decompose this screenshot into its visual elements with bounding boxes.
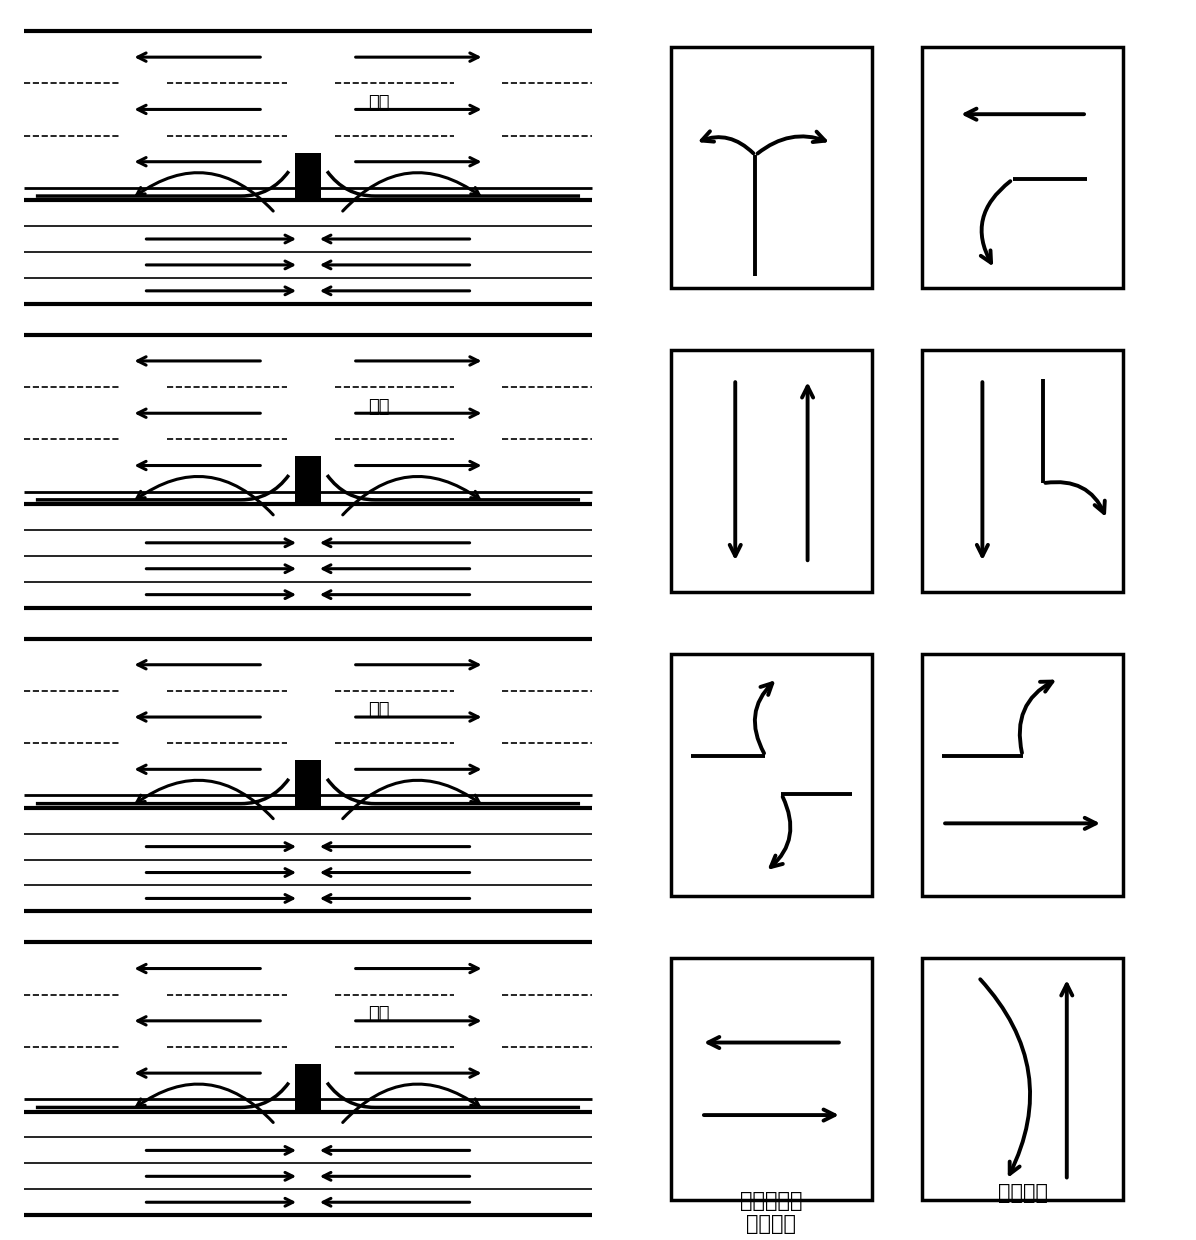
Bar	[671, 655, 872, 895]
Bar	[671, 350, 872, 593]
Bar	[295, 1064, 321, 1114]
Text: 绻灯: 绻灯	[368, 398, 389, 415]
Text: 保护型左转
的四相位: 保护型左转 的四相位	[740, 1190, 803, 1234]
Bar	[922, 47, 1123, 289]
Text: 红灯: 红灯	[368, 1006, 389, 1023]
Bar	[922, 350, 1123, 593]
Bar	[922, 655, 1123, 895]
Text: 绻灯: 绻灯	[368, 702, 389, 719]
Bar	[671, 957, 872, 1200]
Text: 单口放行: 单口放行	[997, 1183, 1048, 1203]
Bar	[295, 760, 321, 810]
Bar	[922, 957, 1123, 1200]
Bar	[295, 153, 321, 202]
Text: 红灯: 红灯	[368, 94, 389, 112]
Bar	[671, 47, 872, 289]
Bar	[295, 456, 321, 506]
